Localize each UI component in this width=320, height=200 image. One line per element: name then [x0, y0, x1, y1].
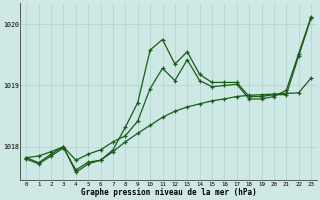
X-axis label: Graphe pression niveau de la mer (hPa): Graphe pression niveau de la mer (hPa): [81, 188, 257, 197]
